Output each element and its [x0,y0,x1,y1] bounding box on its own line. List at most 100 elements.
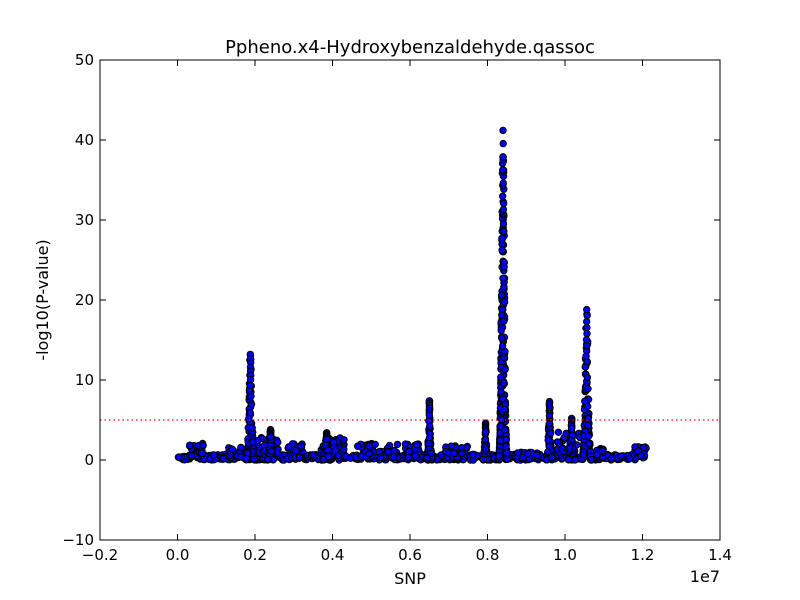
snp-point [498,311,506,319]
snp-point [617,452,625,460]
snp-point [503,449,511,457]
x-axis-ticks: −0.2 0.0 0.2 0.4 0.6 0.8 1.0 1.2 1.4 [82,60,732,564]
snp-point [425,411,433,419]
snp-point [247,392,255,400]
snp-point [297,442,305,450]
snp-point [267,447,276,455]
snp-point [365,450,373,458]
snp-point [210,451,218,459]
snp-point [567,424,576,433]
snp-point [444,449,453,457]
snp-point [198,449,206,457]
snp-point [498,246,506,254]
snp-point [199,441,207,450]
snp-point [499,205,508,214]
snp-point [545,419,554,428]
snp-point [499,192,507,201]
snp-point [583,305,591,314]
snp-point [544,448,552,456]
snp-point [340,445,348,454]
snp-point [640,443,648,452]
snp-point [497,388,505,396]
snp-point [371,440,379,449]
snp-point [545,411,554,420]
snp-point [479,455,488,464]
x-tick-label: 0.4 [321,546,345,564]
snp-point [295,453,304,461]
snp-point [427,449,435,458]
snp-point [584,432,593,440]
x-tick-label: 0.2 [243,546,267,564]
snp-point [584,402,592,411]
snp-point [514,449,522,457]
x-axis-label: SNP [394,569,426,588]
snp-point [264,455,272,464]
snp-point [587,455,595,464]
snp-point [481,435,490,444]
snp-point [497,326,505,335]
snp-point [564,455,573,464]
x-tick-label: −0.2 [82,546,118,564]
snp-point [499,166,507,174]
snp-point [340,436,348,444]
snp-point [500,298,509,306]
y-tick-label: 30 [75,211,94,229]
axes-background [100,60,720,540]
snp-point [497,291,506,299]
y-axis-ticks: −10 0 10 20 30 40 50 [62,51,720,549]
snp-point [583,330,591,338]
snp-point [393,440,402,449]
snp-point [384,448,392,456]
snp-point [553,438,562,446]
snp-point [566,444,574,452]
snp-point [242,454,251,463]
x-tick-label: 1.0 [553,546,577,564]
snp-point [237,443,245,452]
x-axis-offset-label: 1e7 [690,567,720,586]
snp-point [583,342,591,350]
snp-point [546,429,555,437]
snp-point [331,447,340,455]
snp-point [607,454,615,463]
snp-point [324,452,333,461]
snp-point [496,436,505,445]
snp-point [482,445,490,453]
snp-point [495,452,503,460]
snp-point [390,446,398,455]
snp-point [500,199,508,208]
snp-point [249,438,257,446]
snp-point [354,442,362,450]
snp-point [547,453,556,462]
snp-point [499,126,507,135]
snp-point [175,453,183,461]
snp-point [248,424,256,432]
snp-point [501,426,509,434]
snp-point [423,454,431,462]
y-tick-label: 20 [75,291,94,309]
snp-point [583,317,591,326]
y-tick-label: 10 [75,371,94,389]
snp-point [228,445,237,454]
snp-point [598,447,607,455]
snp-point [499,220,508,228]
snp-point [324,446,332,454]
snp-point [500,283,508,291]
y-tick-label: 40 [75,131,94,149]
snp-point [288,440,297,448]
snp-point [501,405,509,414]
snp-point [481,428,490,436]
snp-point [401,440,410,448]
snp-point [245,414,253,423]
snp-point [500,227,508,236]
snp-point [497,373,505,381]
x-tick-label: 1.2 [631,546,655,564]
y-tick-label: 50 [75,51,94,69]
snp-point [584,421,592,430]
snp-point [186,441,194,449]
snp-point [404,453,413,461]
snp-point [500,317,508,325]
snp-point [583,323,591,332]
chart-title: Ppheno.x4-Hydroxybenzaldehyde.qassoc [225,37,595,58]
snp-point [519,454,527,462]
